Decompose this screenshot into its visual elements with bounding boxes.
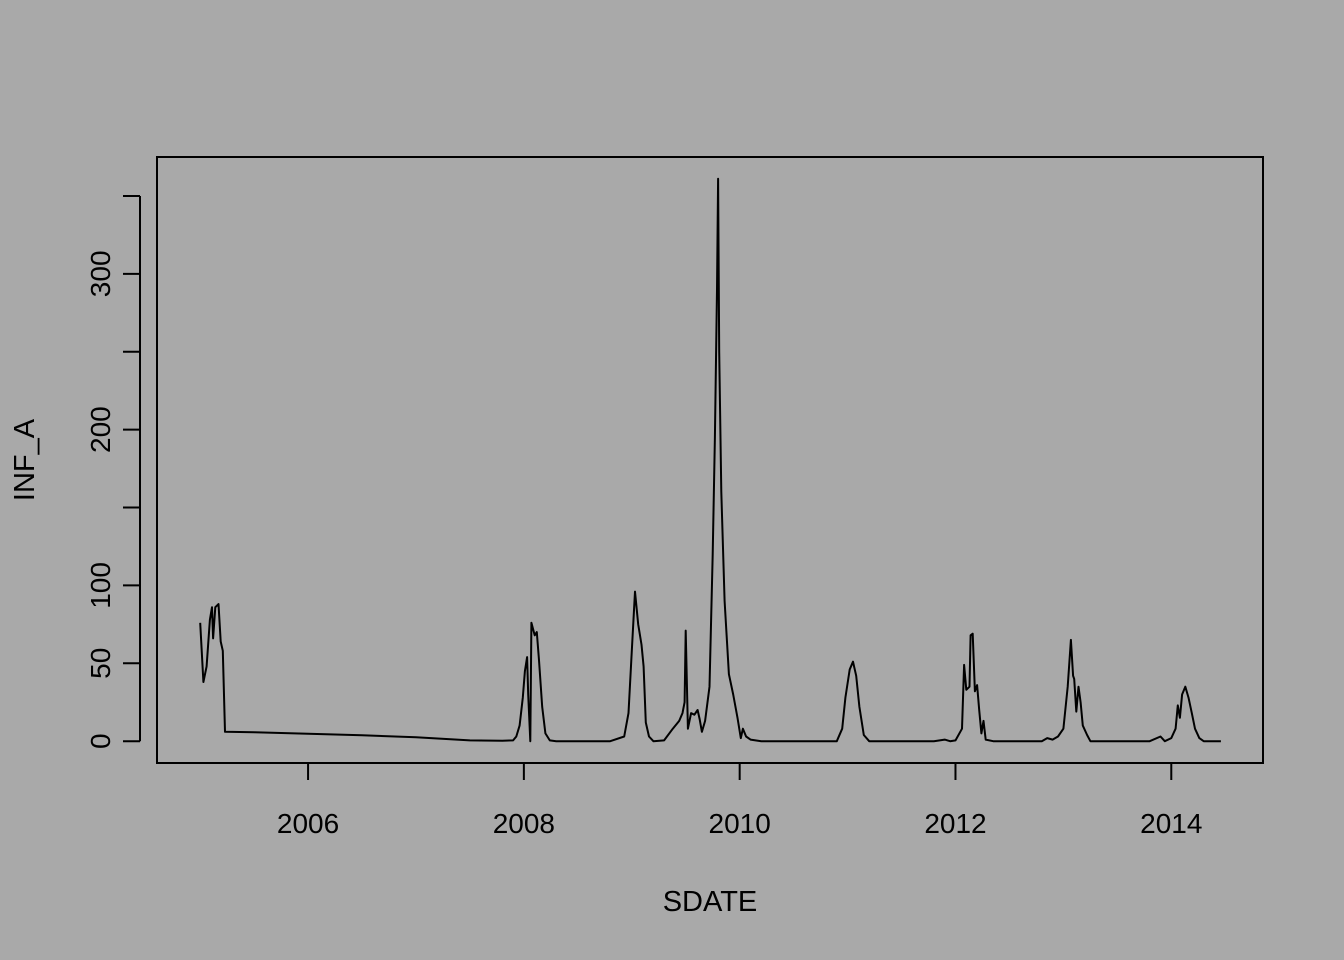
y-tick-label: 50 — [85, 648, 116, 679]
series-line — [199, 177, 1221, 743]
x-axis-title: SDATE — [663, 886, 758, 918]
x-tick-label: 2008 — [493, 808, 555, 839]
x-axis: 2006 2008 2010 2012 2014 — [277, 762, 1202, 839]
x-tick-label: 2014 — [1140, 808, 1202, 839]
x-tick-label: 2006 — [277, 808, 339, 839]
y-axis-title: INF_A — [9, 418, 41, 501]
y-tick-label: 100 — [85, 562, 116, 609]
y-axis: 0 50 100 200 300 — [85, 194, 141, 749]
series-layer — [199, 177, 1221, 743]
y-tick-label: 200 — [85, 406, 116, 453]
y-tick-label: 0 — [85, 733, 116, 749]
y-tick-label: 300 — [85, 250, 116, 297]
x-tick-label: 2012 — [924, 808, 986, 839]
x-tick-label: 2010 — [709, 808, 771, 839]
